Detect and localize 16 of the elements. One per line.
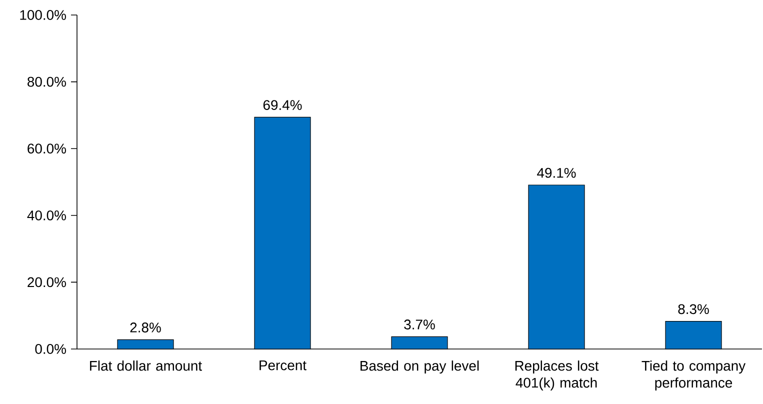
x-tick-label: Flat dollar amount xyxy=(90,360,202,371)
x-tick-label: Based on pay level xyxy=(360,360,479,374)
y-tick-label: 0.0% xyxy=(35,344,66,354)
x-tick-label: Tied to company performance xyxy=(642,360,746,390)
data-label: 69.4% xyxy=(263,100,302,110)
data-label: 3.7% xyxy=(404,320,435,330)
x-tick-label: Replaces lost 401(k) match xyxy=(515,360,599,390)
y-tick-label: 20.0% xyxy=(28,277,66,288)
y-tick-label: 80.0% xyxy=(28,76,66,87)
y-tick-label: 100.0% xyxy=(20,10,66,20)
x-tick-label: Percent xyxy=(260,360,306,370)
data-label: 8.3% xyxy=(678,304,709,314)
data-label: 2.8% xyxy=(130,322,161,332)
y-tick-label: 40.0% xyxy=(27,210,66,220)
data-label: 49.1% xyxy=(537,168,576,178)
y-tick-label: 60.0% xyxy=(28,144,66,154)
